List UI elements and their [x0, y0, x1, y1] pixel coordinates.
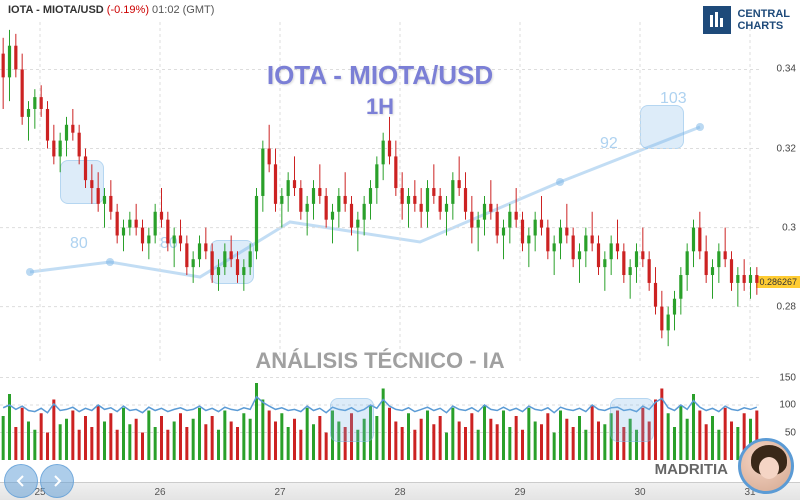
wm-icon [330, 398, 374, 442]
vol-y-tick: 100 [779, 400, 796, 411]
x-tick: 27 [274, 487, 285, 498]
author-avatar [738, 438, 794, 494]
x-tick: 28 [394, 487, 405, 498]
wm-icon [610, 398, 654, 442]
chart-title: IOTA - MIOTA/USD [0, 60, 760, 91]
x-tick: 29 [514, 487, 525, 498]
price-y-axis: 0.280.30.320.340.286267 [760, 22, 800, 362]
nav-next-button[interactable] [40, 464, 74, 498]
chart-header: IOTA - MIOTA/USD (-0.19%) 01:02 (GMT) [8, 4, 214, 16]
x-axis: 25262728293031 [0, 482, 800, 500]
y-tick: 0.3 [782, 222, 796, 233]
chart-timeframe: 1H [0, 94, 760, 120]
x-tick: 26 [154, 487, 165, 498]
vol-y-tick: 50 [785, 427, 796, 438]
last-price-badge: 0.286267 [756, 276, 800, 288]
pct-change: (-0.19%) [107, 4, 149, 16]
subtitle-tech: ANÁLISIS TÉCNICO - IA [0, 348, 760, 374]
x-tick: 30 [634, 487, 645, 498]
y-tick: 0.34 [777, 64, 796, 75]
y-tick: 0.32 [777, 143, 796, 154]
tz-label: (GMT) [183, 4, 215, 16]
vol-y-tick: 150 [779, 372, 796, 383]
symbol-label: IOTA - MIOTA/USD [8, 4, 104, 16]
logo-icon [703, 6, 731, 34]
time-label: 01:02 [152, 4, 180, 16]
nav-prev-button[interactable] [4, 464, 38, 498]
logo-text: CENTRAL CHARTS [737, 8, 790, 32]
brand-logo: CENTRAL CHARTS [703, 6, 790, 34]
author-signature: MADRITIA [655, 461, 728, 478]
y-tick: 0.28 [777, 301, 796, 312]
